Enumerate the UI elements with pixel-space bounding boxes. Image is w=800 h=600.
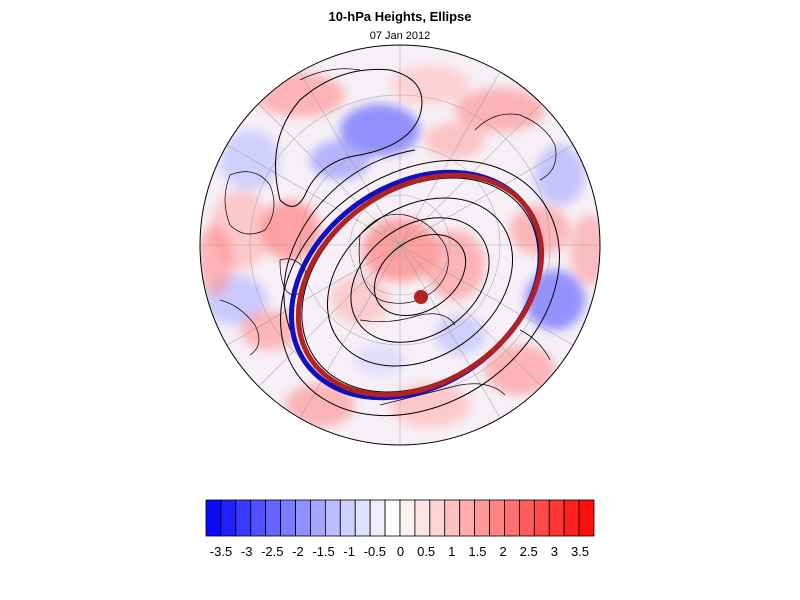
colorbar-box xyxy=(474,499,490,537)
colorbar-box xyxy=(504,499,520,537)
colorbar-box xyxy=(518,499,535,537)
colorbar-tick-label: 1.5 xyxy=(468,544,486,559)
colorbar-tick-label: 3 xyxy=(551,544,558,559)
colorbar-tick-label: -2.5 xyxy=(261,544,283,559)
colorbar-box xyxy=(250,499,267,537)
colorbar-box xyxy=(220,499,237,537)
colorbar-box xyxy=(578,499,595,537)
ellipse-center-dot xyxy=(414,290,428,304)
colorbar-tick-label: -1.5 xyxy=(312,544,334,559)
colorbar-box xyxy=(399,499,416,537)
chart-subtitle: 07 Jan 2012 xyxy=(369,30,431,42)
colorbar-box xyxy=(339,499,356,537)
colorbar-box xyxy=(384,499,401,537)
colorbar-box xyxy=(354,499,371,537)
colorbar-box xyxy=(235,499,252,537)
colorbar-box xyxy=(295,499,311,537)
colorbar-box xyxy=(533,499,550,537)
colorbar-box xyxy=(280,499,296,537)
colorbar-tick-label: -0.5 xyxy=(364,544,386,559)
colorbar-tick-label: 3.5 xyxy=(571,544,589,559)
globe-border xyxy=(199,44,601,446)
colorbar-box xyxy=(205,499,222,537)
colorbar-tick-label: 0.5 xyxy=(417,544,435,559)
colorbar-box xyxy=(265,499,282,537)
anomaly-field xyxy=(200,45,600,445)
colorbar-tick-label: -2 xyxy=(292,544,304,559)
colorbar-tick-label: 2 xyxy=(499,544,506,559)
colorbar-box xyxy=(489,499,505,537)
coastlines xyxy=(219,68,557,406)
colorbar-tick-label: 1 xyxy=(448,544,455,559)
colorbar-box xyxy=(414,499,431,537)
colorbar-box xyxy=(459,499,476,537)
chart-title: 10-hPa Heights, Ellipse xyxy=(328,9,472,24)
colorbar-tick-label: -3 xyxy=(241,544,253,559)
colorbar-tick-label: 0 xyxy=(397,544,404,559)
colorbar-box xyxy=(369,499,386,537)
colorbar-tick-label: -3.5 xyxy=(210,544,232,559)
colorbar-tick-label: -1 xyxy=(343,544,355,559)
colorbar-box xyxy=(429,499,446,537)
colorbar-box xyxy=(548,499,565,537)
colorbar-tick-label: 2.5 xyxy=(520,544,538,559)
colorbar-box xyxy=(563,499,580,537)
ellipse-red xyxy=(295,172,545,398)
colorbar-box xyxy=(310,499,326,537)
colorbar-box xyxy=(324,499,341,537)
polar-map xyxy=(199,44,601,446)
colorbar-box xyxy=(444,499,461,537)
